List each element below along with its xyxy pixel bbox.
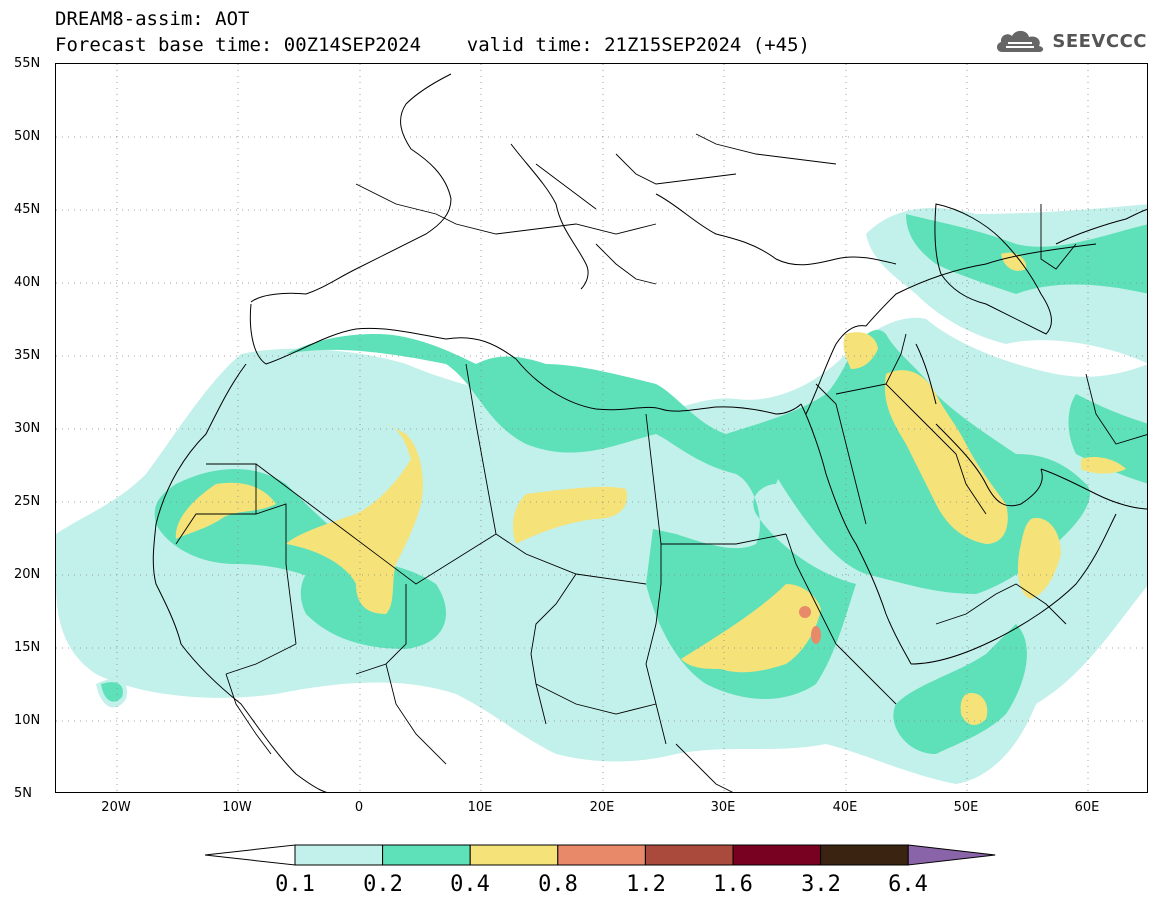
colorbar-label-1.6: 1.6 bbox=[713, 872, 753, 897]
graticule bbox=[56, 64, 1147, 792]
lat-label-55n: 55N bbox=[14, 56, 41, 71]
colorbar bbox=[205, 844, 996, 866]
colorbar-label-0.2: 0.2 bbox=[363, 872, 403, 897]
colorbar-swatch-5 bbox=[732, 844, 822, 866]
colorbar-swatch-1 bbox=[382, 844, 471, 866]
colorbar-label-0.8: 0.8 bbox=[538, 872, 578, 897]
lon-label-30e: 30E bbox=[710, 800, 736, 815]
colorbar-label-6.4: 6.4 bbox=[888, 872, 928, 897]
map-panel bbox=[55, 63, 1148, 793]
lon-label-20w: 20W bbox=[101, 800, 131, 815]
colorbar-swatch-2 bbox=[469, 844, 559, 866]
lon-label-10e: 10E bbox=[467, 800, 493, 815]
colorbar-swatch-6 bbox=[820, 844, 909, 866]
colorbar-label-1.2: 1.2 bbox=[626, 872, 666, 897]
lon-label-40e: 40E bbox=[832, 800, 858, 815]
lat-label-40n: 40N bbox=[14, 275, 41, 290]
lon-label-50e: 50E bbox=[953, 800, 979, 815]
aot-map bbox=[56, 64, 1147, 792]
aot-band-0.8 bbox=[799, 606, 821, 644]
lat-label-10n: 10N bbox=[14, 713, 41, 728]
lat-label-5n: 5N bbox=[14, 786, 32, 801]
lat-label-15n: 15N bbox=[14, 640, 41, 655]
borders bbox=[175, 133, 1147, 792]
colorbar-label-0.1: 0.1 bbox=[275, 872, 315, 897]
colorbar-label-3.2: 3.2 bbox=[801, 872, 841, 897]
brand-name: SEEVCCC bbox=[1052, 30, 1147, 52]
lat-label-25n: 25N bbox=[14, 494, 41, 509]
colorbar-swatch-4 bbox=[644, 844, 734, 866]
lon-label-0: 0 bbox=[354, 800, 364, 815]
lat-label-35n: 35N bbox=[14, 348, 41, 363]
lon-label-10w: 10W bbox=[222, 800, 252, 815]
lat-label-30n: 30N bbox=[14, 421, 41, 436]
colorbar-swatch-0 bbox=[294, 844, 384, 866]
lon-label-60e: 60E bbox=[1074, 800, 1100, 815]
map-title: DREAM8-assim: AOT bbox=[55, 8, 250, 30]
lat-label-20n: 20N bbox=[14, 567, 41, 582]
colorbar-swatch-7 bbox=[907, 844, 996, 866]
cloud-logo-icon bbox=[997, 30, 1044, 52]
coastlines bbox=[152, 73, 1147, 792]
lon-label-20e: 20E bbox=[589, 800, 615, 815]
forecast-time-subtitle: Forecast base time: 00Z14SEP2024 valid t… bbox=[55, 34, 810, 56]
lat-label-50n: 50N bbox=[14, 129, 41, 144]
colorbar-swatch-3 bbox=[557, 844, 646, 866]
brand-logo: SEEVCCC bbox=[994, 26, 1147, 56]
colorbar-lower-arrow bbox=[205, 844, 296, 866]
colorbar-label-0.4: 0.4 bbox=[450, 872, 490, 897]
lat-label-45n: 45N bbox=[14, 202, 41, 217]
